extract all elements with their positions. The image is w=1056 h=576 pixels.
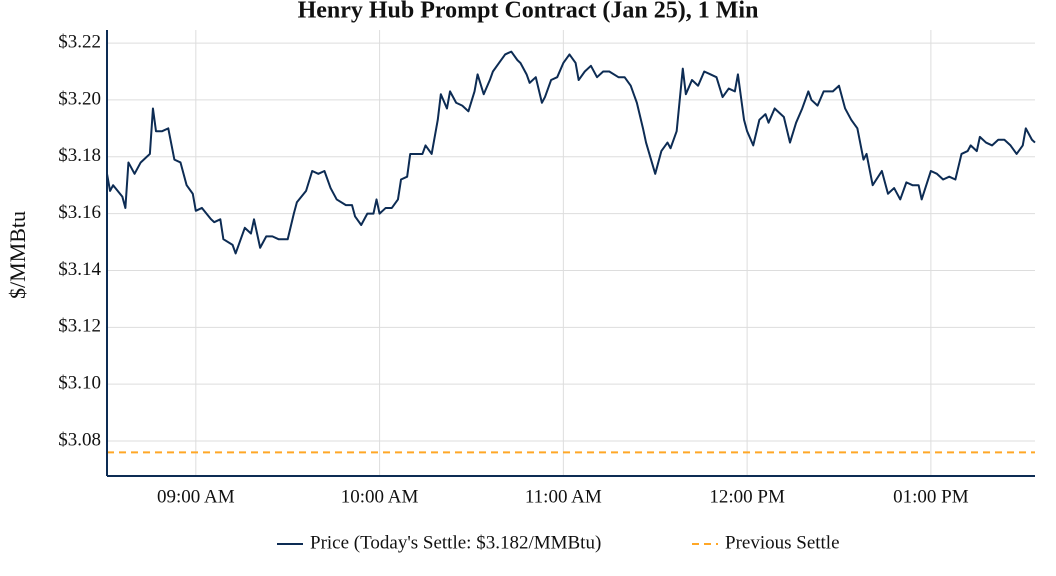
x-tick-label: 11:00 AM <box>525 486 602 507</box>
x-tick-label: 09:00 AM <box>157 486 235 507</box>
price-line <box>106 50 1036 255</box>
y-tick-label: $3.22 <box>58 31 101 52</box>
x-tick-label: 01:00 PM <box>893 486 969 507</box>
y-tick-label: $3.08 <box>58 429 101 450</box>
y-tick-label: $3.16 <box>58 202 101 223</box>
x-tick-label: 12:00 PM <box>709 486 785 507</box>
y-tick-label: $3.20 <box>58 88 101 109</box>
y-axis-label: $/MMBtu <box>5 211 30 299</box>
chart-title: Henry Hub Prompt Contract (Jan 25), 1 Mi… <box>298 0 759 24</box>
y-tick-label: $3.12 <box>58 316 101 337</box>
y-tick-label: $3.10 <box>58 373 101 394</box>
legend-label: Price (Today's Settle: $3.182/MMBtu) <box>310 532 601 553</box>
x-tick-label: 10:00 AM <box>341 486 419 507</box>
y-tick-label: $3.14 <box>58 259 101 280</box>
legend-label: Previous Settle <box>725 532 840 553</box>
y-tick-label: $3.18 <box>58 145 101 166</box>
